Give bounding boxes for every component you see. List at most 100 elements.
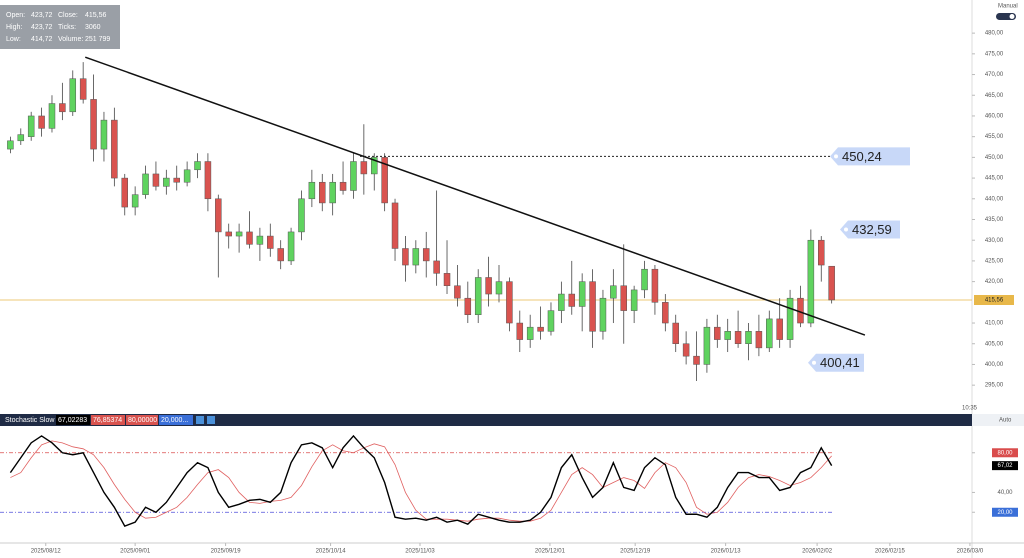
candle-body: [27, 115, 35, 137]
info-label: Volume:: [58, 36, 83, 43]
last-badge-label: 67,02: [997, 463, 1013, 469]
candle-body: [142, 173, 149, 195]
y-tick-label: 420,00: [985, 279, 1004, 285]
lower-value: 20,000...: [161, 417, 188, 424]
candle-body: [298, 198, 305, 233]
k-value: 67,02283: [58, 417, 87, 424]
annotation-label: 450,24: [842, 149, 882, 164]
candle-body: [766, 318, 773, 349]
annotation-badge: [840, 220, 900, 239]
x-tick-label: 2026/01/13: [711, 549, 742, 555]
candle-body: [194, 161, 201, 171]
candle-body: [350, 161, 357, 191]
y-tick-label: 455,00: [985, 134, 1004, 140]
candle-body: [267, 235, 274, 249]
candle-body: [131, 194, 139, 208]
candle-body: [714, 326, 721, 340]
candle-body: [90, 99, 97, 150]
info-value: 3060: [85, 24, 101, 31]
x-tick-label: 2025/12/01: [535, 549, 566, 555]
stoch-line: [9, 434, 833, 528]
d-value: 76,85374: [93, 417, 122, 424]
candle-body: [568, 293, 576, 307]
x-tick-label: 2025/09/01: [120, 549, 151, 555]
candle-body: [610, 285, 617, 299]
scale-box: [972, 414, 1024, 426]
candle-body: [485, 277, 492, 295]
x-tick-label: 2026/03/0: [957, 549, 984, 555]
candle-body: [100, 119, 108, 150]
value-box: [56, 415, 90, 425]
candle-body: [454, 285, 461, 299]
candle-body: [246, 231, 253, 245]
candle-body: [776, 318, 783, 340]
y-tick-label: 460,00: [985, 114, 1004, 120]
candle-body: [360, 161, 368, 175]
annotation-dot: [812, 360, 816, 365]
candle-body: [651, 268, 659, 303]
candle-body: [506, 281, 513, 324]
candle-body: [370, 157, 378, 175]
candle-body: [69, 78, 77, 113]
candle-body: [589, 281, 596, 332]
candle-body: [204, 161, 212, 200]
x-tick-label: 2025/12/19: [620, 549, 651, 555]
candle-body: [828, 265, 835, 301]
candle-body: [693, 355, 700, 365]
candle-body: [402, 248, 409, 266]
candle-body: [474, 277, 482, 315]
value-box: [126, 415, 158, 425]
candle-body: [537, 326, 544, 332]
candle-body: [79, 78, 87, 100]
candle-body: [256, 235, 264, 245]
y-tick-label: 40,00: [997, 490, 1013, 496]
candle-body: [526, 326, 534, 340]
stoch-line: [10, 440, 832, 522]
candle-body: [641, 268, 648, 291]
candle-body: [558, 293, 565, 311]
candle-body: [422, 248, 430, 262]
candle-body: [703, 326, 711, 365]
candle-body: [682, 343, 690, 357]
upper-value: 80,00000: [128, 417, 157, 424]
y-tick-label: 295,00: [985, 383, 1004, 389]
y-tick-label: 430,00: [985, 238, 1004, 244]
info-label: Low:: [6, 36, 21, 43]
x-tick-label: 2025/11/03: [405, 549, 435, 555]
candle-body: [464, 297, 472, 315]
candle-body: [121, 177, 128, 208]
info-label: Open:: [6, 12, 25, 19]
info-value: 414,72: [31, 36, 53, 43]
candle-body: [807, 239, 815, 324]
y-tick-label: 480,00: [985, 31, 1004, 37]
candle-body: [662, 302, 669, 324]
y-tick-label: 435,00: [985, 217, 1004, 223]
annotation-dot: [844, 227, 848, 232]
candle-body: [672, 322, 679, 344]
candle-body: [152, 173, 160, 187]
candle-body: [48, 103, 56, 129]
candle-body: [381, 157, 388, 204]
value-box: [159, 415, 193, 425]
settings-button[interactable]: [196, 416, 204, 424]
info-panel: [0, 5, 120, 49]
candle-body: [111, 119, 118, 179]
candle-body: [443, 273, 451, 287]
y-tick-label: 445,00: [985, 176, 1004, 182]
close-button[interactable]: [207, 416, 215, 424]
x-tick-label: 2026/02/02: [802, 549, 833, 555]
x-tick-label: 2025/08/12: [31, 549, 62, 555]
candle-body: [516, 322, 524, 340]
info-value: 415,56: [85, 12, 107, 19]
annotation-badge: [808, 353, 864, 372]
time-label: 10:35: [962, 406, 978, 412]
y-tick-label: 450,00: [985, 155, 1004, 161]
candle-body: [734, 331, 742, 344]
candle-body: [433, 260, 440, 274]
candle-body: [287, 231, 295, 262]
candle-body: [391, 202, 399, 249]
candle-body: [17, 134, 25, 142]
mode-label: Manual: [998, 4, 1018, 10]
y-tick-label: 475,00: [985, 51, 1004, 57]
y-tick-label: 440,00: [985, 196, 1004, 202]
